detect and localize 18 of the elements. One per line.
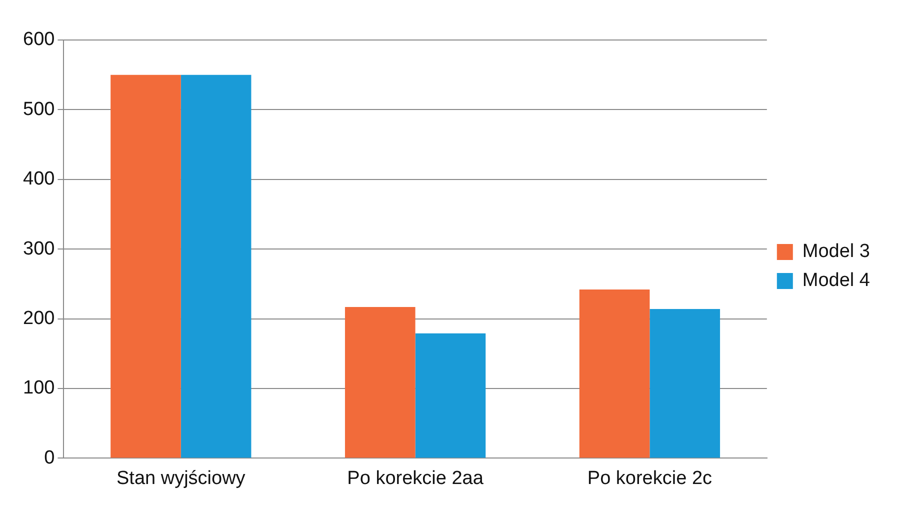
y-tick-label: 400 <box>23 168 55 190</box>
x-tick-label: Po korekcie 2aa <box>347 468 484 489</box>
y-tick-label: 600 <box>23 29 55 50</box>
y-tick-label: 0 <box>44 447 55 468</box>
x-tick-label: Stan wyjściowy <box>116 468 246 489</box>
bar <box>110 74 181 458</box>
legend-label: Model 3 <box>802 241 870 262</box>
y-tick-label: 100 <box>23 378 55 399</box>
x-tick-label: Po korekcie 2c <box>587 468 712 489</box>
bar <box>180 74 252 458</box>
legend-label: Model 4 <box>802 270 870 292</box>
bar <box>415 333 486 458</box>
y-tick-label: 300 <box>23 238 55 260</box>
y-tick-label: 500 <box>23 98 55 120</box>
bar <box>650 309 720 458</box>
bar <box>344 306 416 458</box>
bar <box>579 290 650 458</box>
y-tick-label: 200 <box>23 308 55 330</box>
